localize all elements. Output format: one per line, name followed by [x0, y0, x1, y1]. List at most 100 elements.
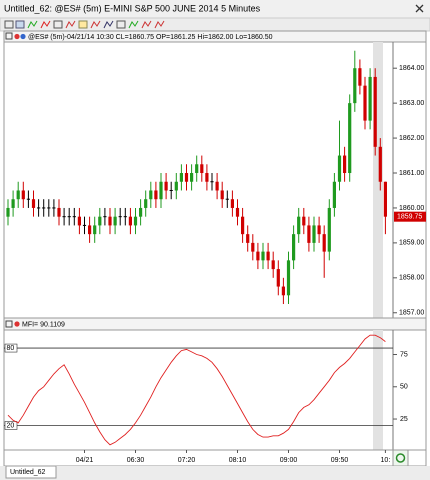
candle-body	[368, 76, 372, 121]
candle-body	[261, 251, 265, 261]
x-tick-label: 04/21	[76, 457, 94, 464]
candle-body	[52, 207, 56, 209]
candle-body	[230, 199, 234, 208]
refresh-button[interactable]	[392, 449, 409, 467]
candle-body	[220, 190, 224, 200]
candle-body	[281, 286, 285, 296]
candle-body	[169, 189, 173, 191]
candle-body	[21, 190, 25, 200]
last-price-box	[394, 211, 426, 222]
candle-body	[113, 216, 117, 226]
cursor-band	[373, 42, 383, 318]
candle-body	[42, 207, 46, 209]
panel-toggle[interactable]	[5, 320, 13, 328]
toolbar-icons[interactable]	[4, 20, 165, 29]
candle-body	[246, 234, 250, 243]
candle-body	[210, 181, 214, 183]
candle-body	[47, 207, 51, 209]
candle-body	[77, 216, 81, 226]
candle-body	[256, 251, 260, 261]
candle-body	[128, 216, 132, 226]
candle-body	[292, 234, 296, 261]
mfi-line	[7, 334, 386, 446]
candle-body	[302, 216, 306, 226]
candle-body	[195, 164, 199, 174]
y-tick-label: 1862.00	[399, 135, 424, 142]
refresh-icon	[395, 453, 406, 463]
window-title: Untitled_62: @ES# (5m) E-MINI S&P 500 JU…	[4, 3, 261, 13]
candle-body	[317, 225, 321, 235]
candle-body	[16, 190, 20, 200]
candle-body	[307, 225, 311, 243]
toolbar	[0, 17, 430, 32]
candle-body	[343, 155, 347, 174]
level-label: 80	[7, 345, 15, 352]
cursor-band	[373, 330, 383, 450]
candle-body	[82, 224, 87, 226]
y-tick-label: 1857.00	[399, 310, 424, 317]
tab[interactable]	[5, 465, 57, 479]
candle-body	[312, 225, 316, 243]
candle-body	[353, 68, 357, 104]
candle-body	[118, 216, 122, 218]
candle-body	[31, 199, 36, 208]
candle-body	[190, 173, 194, 182]
series-icon	[14, 321, 20, 327]
tab-label: Untitled_62	[10, 469, 46, 476]
y-tick-label: 1861.00	[399, 170, 424, 177]
candle-body	[184, 173, 189, 182]
y-tick-label: 75	[400, 351, 408, 358]
candle-body	[378, 146, 382, 182]
candle-body	[98, 216, 102, 226]
candle-body	[108, 216, 112, 226]
candle-body	[103, 216, 107, 218]
x-tick-label: 10:	[381, 457, 391, 464]
candle-body	[123, 216, 127, 218]
y-tick-label: 25	[400, 416, 408, 423]
level-tag	[4, 343, 18, 353]
candle-body	[154, 190, 158, 200]
candle-body	[6, 207, 10, 217]
candle-body	[327, 207, 331, 252]
level-tag	[4, 421, 18, 430]
panel-toggle[interactable]	[5, 32, 13, 40]
candle-body	[93, 225, 97, 235]
candle-body	[383, 181, 387, 217]
y-tick-label: 1860.00	[399, 205, 424, 212]
x-tick-label: 06:30	[127, 457, 145, 464]
series-icon	[14, 33, 20, 40]
candle-body	[348, 103, 352, 174]
mfi-header	[3, 317, 427, 331]
candle-body	[164, 181, 168, 191]
candle-body	[235, 207, 240, 217]
x-tick-label: 07:20	[178, 457, 196, 464]
x-tick-label: 08:10	[229, 457, 247, 464]
candle-body	[37, 207, 41, 209]
candle-body	[322, 234, 326, 252]
candle-body	[225, 198, 229, 200]
candle-body	[241, 216, 245, 235]
mfi-header-text: MFI= 90.1109	[22, 321, 65, 328]
candle-body	[297, 216, 301, 235]
candle-body	[88, 225, 92, 235]
candle-body	[72, 216, 76, 218]
candle-body	[205, 173, 209, 182]
candle-body	[159, 181, 163, 200]
candle-body	[144, 199, 148, 208]
candle-body	[251, 242, 255, 252]
time-axis	[3, 449, 427, 467]
level-label: 20	[7, 422, 15, 429]
candle-body	[373, 76, 377, 147]
candle-body	[133, 216, 138, 226]
candle-body	[26, 198, 30, 200]
series-icon	[20, 33, 26, 40]
candle-body	[62, 216, 66, 218]
candle-body	[266, 251, 270, 261]
candle-body	[57, 207, 61, 217]
x-tick-label: 09:00	[280, 457, 298, 464]
candle-body	[215, 181, 219, 191]
price-header-text: @ES# (5m)-04/21/14 10:30 CL=1860.75 OP=1…	[28, 34, 273, 41]
close-button[interactable]	[415, 4, 424, 13]
last-price-label: 1859.75	[397, 214, 422, 221]
